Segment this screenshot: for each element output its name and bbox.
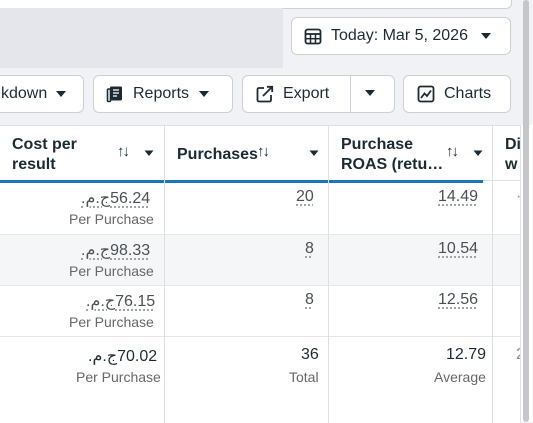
table-header: Cost per result ↑↓ Purchases ↑↓ Purchase… <box>0 126 520 180</box>
reports-button[interactable]: Reports <box>93 75 233 113</box>
export-button[interactable]: Export <box>242 75 395 113</box>
purchase-roas-value[interactable]: 12.56 <box>438 291 478 309</box>
charts-button[interactable]: Charts <box>403 75 511 113</box>
reports-label: Reports <box>133 85 189 103</box>
column-menu-chevron-icon[interactable] <box>144 150 154 157</box>
table-row[interactable]: 98.33ج.م. Per Purchase 8 10.54 <box>0 235 520 285</box>
export-icon <box>256 85 274 103</box>
purchases-value[interactable]: 8 <box>305 240 314 258</box>
total-cost-subtext: Per Purchase <box>76 369 161 385</box>
sort-icon[interactable]: ↑↓ <box>117 143 128 160</box>
charts-label: Charts <box>444 85 491 103</box>
cost-per-result-value[interactable]: 56.24ج.م. <box>81 188 150 208</box>
chevron-down-icon <box>480 32 492 40</box>
column-header-label: result <box>12 155 162 175</box>
cost-per-result-subtext: Per Purchase <box>69 263 154 279</box>
column-divider <box>492 126 493 423</box>
chevron-down-icon <box>198 90 210 98</box>
cost-per-result-subtext: Per Purchase <box>69 314 154 330</box>
cost-per-result-value[interactable]: 98.33ج.م. <box>81 240 150 260</box>
purchases-value[interactable]: 20 <box>296 188 314 206</box>
calendar-icon <box>304 27 322 45</box>
column-divider <box>164 126 165 423</box>
column-header-label: Purchase <box>341 135 451 155</box>
total-purchases: 36 <box>301 346 319 364</box>
column-header-label: Purchases <box>177 146 258 163</box>
date-range-label: Today: Mar 5, 2026 <box>331 27 468 45</box>
reports-icon <box>106 85 124 103</box>
totals-row: 70.02ج.م. Per Purchase 36 Total 12.79 Av… <box>0 337 520 423</box>
header-divider <box>483 180 520 181</box>
average-roas-subtext: Average <box>434 369 486 385</box>
breakdown-button[interactable]: kdown <box>0 75 84 113</box>
chart-icon <box>417 85 435 103</box>
vertical-scrollbar-thumb[interactable] <box>523 0 529 422</box>
breakdown-label: kdown <box>1 85 47 103</box>
export-options-chevron-icon[interactable] <box>364 89 376 97</box>
purchase-roas-value[interactable]: 10.54 <box>438 240 478 258</box>
sort-icon[interactable]: ↑↓ <box>257 143 268 160</box>
filter-panel <box>0 8 283 68</box>
purchases-value[interactable]: 8 <box>305 291 314 309</box>
column-header-label: Cost per <box>12 135 162 155</box>
average-roas: 12.79 <box>446 346 486 364</box>
date-range-button[interactable]: Today: Mar 5, 2026 <box>291 17 511 55</box>
button-divider <box>350 76 351 112</box>
results-table: Cost per result ↑↓ Purchases ↑↓ Purchase… <box>0 125 520 423</box>
cost-per-result-value[interactable]: 76.15ج.م. <box>86 291 155 311</box>
column-menu-chevron-icon[interactable] <box>309 150 319 157</box>
sort-icon[interactable]: ↑↓ <box>446 143 457 160</box>
table-row[interactable]: 56.24ج.م. Per Purchase 20 14.49 · <box>0 183 520 234</box>
column-menu-chevron-icon[interactable] <box>473 150 483 157</box>
total-cost-per-result: 70.02ج.م. <box>88 346 157 366</box>
table-row[interactable]: 76.15ج.م. Per Purchase 8 12.56 <box>0 286 520 336</box>
column-divider <box>328 126 329 423</box>
cost-per-result-subtext: Per Purchase <box>69 211 154 227</box>
purchase-roas-value[interactable]: 14.49 <box>438 188 478 206</box>
total-purchases-subtext: Total <box>289 369 319 385</box>
column-header-label: ROAS (retu… <box>341 155 451 175</box>
export-label: Export <box>283 85 329 103</box>
chevron-down-icon <box>55 90 67 98</box>
